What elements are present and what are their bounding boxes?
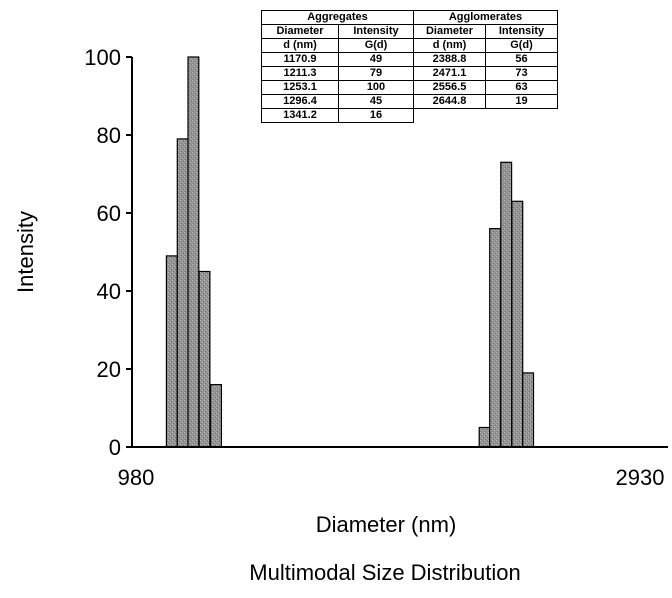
y-tick-label: 40: [97, 279, 121, 304]
table-header-intensity: Intensity: [338, 24, 414, 39]
table-header-intensity: Intensity: [485, 24, 558, 39]
table-cell: [486, 109, 558, 123]
table-header-intensity-unit: G(d): [338, 38, 414, 53]
table-cell: 1341.2: [261, 108, 339, 123]
histogram-bar: [198, 270, 211, 448]
y-tick-label: 80: [97, 123, 121, 148]
table-cell: 73: [485, 66, 558, 81]
table-cell: 49: [338, 52, 414, 67]
table-row: 1341.2 16: [261, 108, 558, 123]
y-tick-label: 60: [97, 201, 121, 226]
table-row: 1253.1 100 2556.5 63: [261, 80, 558, 95]
table-cell: 2644.8: [413, 94, 486, 109]
table-cell: 1296.4: [261, 94, 339, 109]
table-cell: 56: [485, 52, 558, 67]
table-cell: 63: [485, 80, 558, 95]
table-cell: [414, 109, 486, 123]
chart-caption: Multimodal Size Distribution: [249, 560, 520, 585]
y-tick-label: 20: [97, 357, 121, 382]
histogram-bar: [478, 426, 491, 448]
table-row: 1211.3 79 2471.1 73: [261, 66, 558, 81]
table-cell: 16: [338, 108, 414, 123]
y-tick-label: 0: [109, 435, 121, 460]
size-data-table: Aggregates Agglomerates Diameter Intensi…: [261, 10, 558, 123]
table-cell: 79: [338, 66, 414, 81]
table-group-agglomerates: Agglomerates: [413, 10, 558, 25]
table-header-diameter: Diameter: [413, 24, 486, 39]
table-group-aggregates: Aggregates: [261, 10, 414, 25]
histogram-bar: [500, 161, 513, 448]
table-group-row: Aggregates Agglomerates: [261, 10, 558, 25]
y-tick-label: 100: [84, 45, 121, 70]
histogram-bar: [210, 384, 223, 448]
x-axis-title: Diameter (nm): [316, 512, 457, 537]
table-cell: 100: [338, 80, 414, 95]
table-header-intensity-unit: G(d): [485, 38, 558, 53]
y-axis-title: Intensity: [13, 211, 38, 293]
table-header-diameter-unit: d (nm): [413, 38, 486, 53]
histogram-bar: [522, 372, 535, 448]
histogram-bar: [187, 56, 200, 448]
histogram-bar: [176, 138, 189, 448]
table-cell: 1253.1: [261, 80, 339, 95]
table-header-diameter: Diameter: [261, 24, 339, 39]
table-cell: 1211.3: [261, 66, 339, 81]
table-cell: 2388.8: [413, 52, 486, 67]
histogram-bar: [511, 200, 524, 448]
table-cell: 2471.1: [413, 66, 486, 81]
table-header-row-1: Diameter Intensity Diameter Intensity: [261, 24, 558, 39]
histogram-bar: [489, 228, 502, 448]
table-row: 1170.9 49 2388.8 56: [261, 52, 558, 67]
table-cell: 19: [485, 94, 558, 109]
histogram-bar: [165, 255, 178, 448]
table-header-row-2: d (nm) G(d) d (nm) G(d): [261, 38, 558, 53]
table-row: 1296.4 45 2644.8 19: [261, 94, 558, 109]
table-header-diameter-unit: d (nm): [261, 38, 339, 53]
x-tick-label-end: 2930: [616, 465, 665, 490]
x-tick-label-start: 980: [118, 465, 155, 490]
table-cell: 2556.5: [413, 80, 486, 95]
table-cell: 45: [338, 94, 414, 109]
table-cell: 1170.9: [261, 52, 339, 67]
